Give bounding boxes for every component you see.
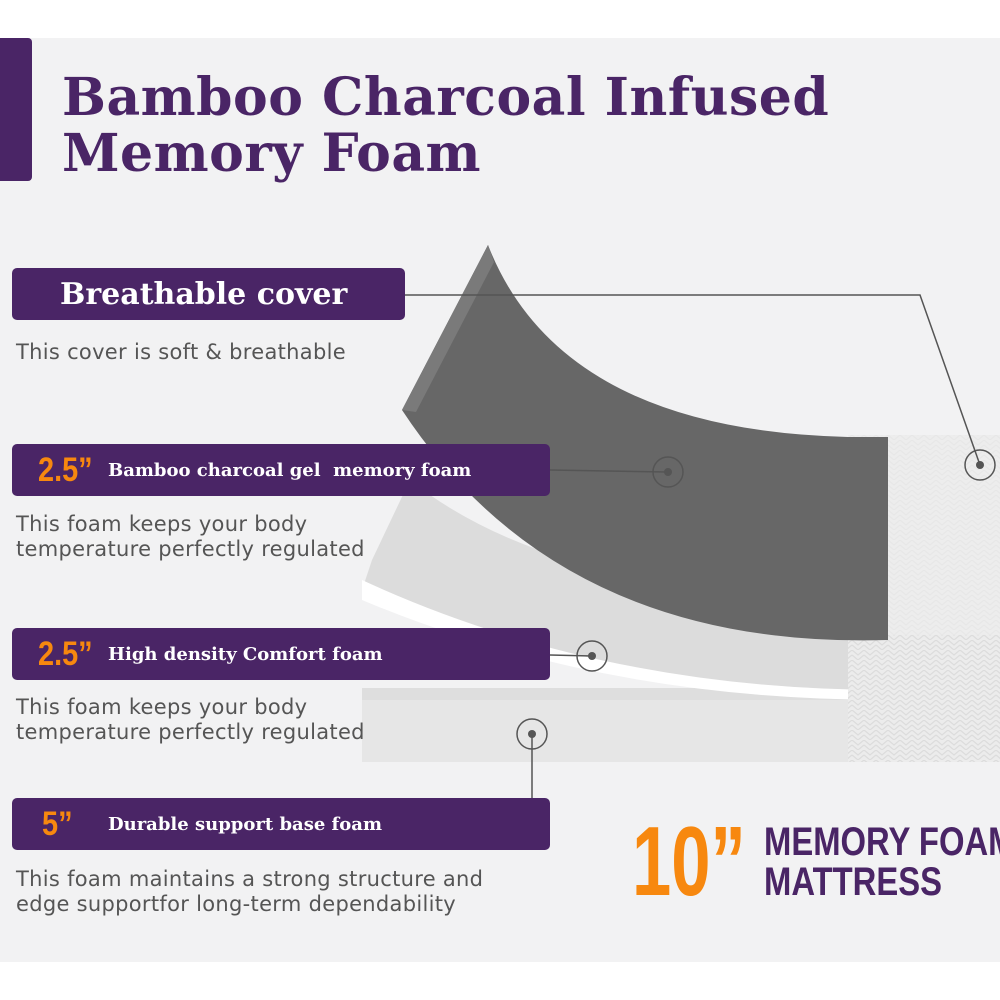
desc-line: temperature perfectly regulated	[16, 537, 365, 561]
description-comfort: This foam keeps your body temperature pe…	[16, 695, 365, 745]
callout-lines	[405, 294, 981, 800]
label-breathable-cover: Breathable cover	[12, 268, 405, 320]
product-name-line-2: MATTRESS	[764, 860, 942, 904]
desc-line: This foam keeps your body	[16, 695, 308, 719]
desc-line: This foam keeps your body	[16, 512, 308, 536]
product-name-line-1: MEMORY FOAM	[764, 820, 1000, 864]
marker-cover	[964, 449, 996, 481]
label-comfort-foam: 2.5” High density Comfort foam	[12, 628, 550, 680]
layer-label: High density Comfort foam	[108, 643, 383, 665]
title-line-1: Bamboo Charcoal Infused	[62, 67, 830, 128]
description-cover: This cover is soft & breathable	[16, 340, 346, 365]
thickness-value: 5”	[42, 804, 73, 843]
thickness-value: 2.5”	[38, 450, 93, 489]
label-charcoal-foam: 2.5” Bamboo charcoal gel memory foam	[12, 444, 550, 496]
total-thickness: 10”	[632, 806, 746, 916]
desc-line: This foam maintains a strong structure a…	[16, 867, 484, 891]
desc-line: edge supportfor long-term dependability	[16, 892, 457, 916]
product-name: MEMORY FOAM MATTRESS	[764, 822, 1000, 902]
callout-markers	[516, 449, 996, 750]
charcoal-foam-layer	[402, 245, 888, 641]
description-charcoal: This foam keeps your body temperature pe…	[16, 512, 365, 562]
thickness-value: 2.5”	[38, 634, 93, 673]
marker-charcoal	[652, 456, 684, 488]
marker-base	[516, 718, 548, 750]
label-base-foam: 5” Durable support base foam	[12, 798, 550, 850]
title-line-2: Memory Foam	[62, 123, 482, 184]
description-base: This foam maintains a strong structure a…	[16, 867, 483, 917]
layer-label: Durable support base foam	[108, 813, 383, 835]
desc-line: temperature perfectly regulated	[16, 720, 365, 744]
title-accent-bar	[0, 38, 32, 181]
layer-label: Bamboo charcoal gel memory foam	[108, 459, 472, 481]
layer-label: Breathable cover	[60, 276, 348, 312]
desc-line: This cover is soft & breathable	[16, 340, 346, 364]
comfort-foam-layer	[362, 580, 888, 700]
base-foam-layer	[362, 688, 1000, 762]
marker-comfort	[576, 640, 608, 672]
